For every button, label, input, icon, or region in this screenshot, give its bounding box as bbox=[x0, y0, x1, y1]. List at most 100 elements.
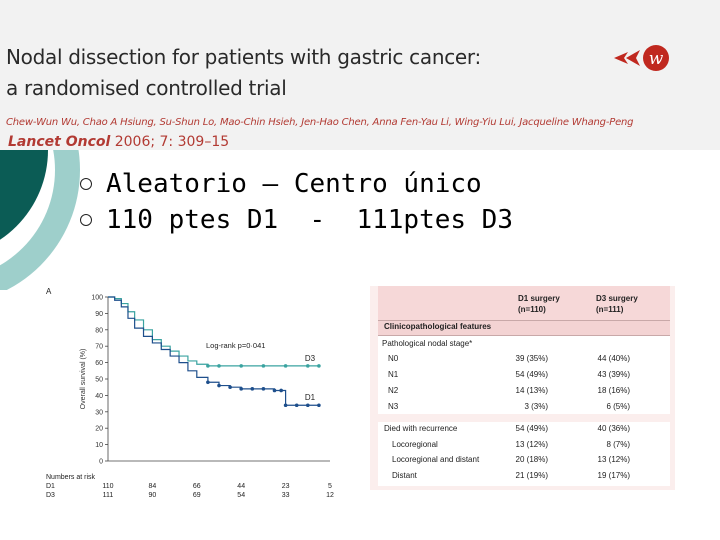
series-point-d3 bbox=[283, 364, 288, 368]
risk-value: 90 bbox=[149, 492, 157, 499]
stage-header: Pathological nodal stage* bbox=[382, 339, 473, 348]
risk-value: 69 bbox=[193, 492, 201, 499]
series-point-d3 bbox=[239, 364, 243, 368]
risk-row-label: D1 bbox=[46, 483, 55, 490]
table-recurrence-band bbox=[378, 422, 670, 486]
series-point-d1 bbox=[250, 387, 255, 391]
series-point-d1 bbox=[283, 403, 288, 408]
recurrence-row-d3: 13 (12%) bbox=[597, 455, 630, 464]
risk-value: 23 bbox=[282, 483, 290, 490]
series-point-d1 bbox=[317, 403, 321, 408]
recurrence-row-d3: 8 (7%) bbox=[606, 439, 630, 449]
lancet-logo-icon: w bbox=[614, 45, 669, 71]
series-line-d1 bbox=[108, 296, 319, 406]
series-point-d1 bbox=[217, 383, 221, 388]
risk-value: 111 bbox=[103, 492, 114, 499]
y-tick-label: 90 bbox=[95, 311, 103, 318]
series-point-d3 bbox=[317, 364, 321, 368]
paper-title: Nodal dissection for patients with gastr… bbox=[6, 42, 481, 104]
bullet-ring-icon bbox=[80, 178, 92, 190]
y-tick-label: 50 bbox=[95, 377, 103, 384]
recurrence-row-label: Died with recurrence bbox=[384, 424, 458, 433]
risk-value: 84 bbox=[149, 483, 157, 490]
risk-value: 54 bbox=[237, 492, 245, 499]
risk-value: 5 bbox=[328, 483, 332, 490]
table-section-band bbox=[378, 320, 670, 336]
series-point-d1 bbox=[279, 388, 283, 393]
stage-row-label: N1 bbox=[388, 370, 399, 379]
y-tick-label: 70 bbox=[95, 344, 103, 351]
bullet-list: Aleatorio – Centro único 110 ptes D1 - 1… bbox=[80, 166, 513, 238]
stage-row-d1: 3 (3%) bbox=[524, 402, 548, 411]
bullet-item: Aleatorio – Centro único bbox=[80, 166, 513, 202]
stage-row-label: N3 bbox=[388, 402, 399, 411]
table-section-title: Clinicopathological features bbox=[384, 322, 492, 331]
series-point-d3 bbox=[217, 364, 221, 368]
paper-authors: Chew-Wun Wu, Chao A Hsiung, Su-Shun Lo, … bbox=[6, 117, 634, 128]
risk-table-title: Numbers at risk bbox=[46, 474, 96, 481]
recurrence-row-d1: 21 (19%) bbox=[515, 470, 548, 480]
table-header-band bbox=[378, 286, 670, 320]
recurrence-row-label: Distant bbox=[392, 470, 417, 480]
citation-details: 2006; 7: 309–15 bbox=[110, 134, 230, 150]
panel-label: A bbox=[46, 287, 52, 296]
bullet-text: Aleatorio – Centro único bbox=[106, 169, 482, 199]
survival-chart: A 0 10 20 30 40 50 60 70 80 90 100 Overall survival … bbox=[46, 287, 334, 499]
series-point-d1 bbox=[272, 388, 277, 393]
stage-row-label: N0 bbox=[388, 354, 399, 363]
series-point-d3 bbox=[261, 364, 266, 368]
risk-row-label: D3 bbox=[46, 492, 55, 499]
bullet-ring-icon bbox=[80, 214, 92, 226]
svg-text:w: w bbox=[649, 49, 664, 69]
y-tick-label: 0 bbox=[99, 459, 103, 466]
recurrence-row-d1: 54 (49%) bbox=[515, 424, 548, 433]
y-tick-label: 10 bbox=[95, 442, 103, 449]
stage-row-d1: 14 (13%) bbox=[515, 386, 548, 395]
col-d3-n: (n=111) bbox=[596, 305, 624, 314]
title-line-2: a randomised controlled trial bbox=[6, 76, 287, 100]
series-line-d3 bbox=[108, 296, 319, 367]
series-point-d1 bbox=[206, 380, 210, 385]
y-axis-label: Overall survival (%) bbox=[80, 349, 87, 410]
series-point-d3 bbox=[206, 364, 210, 368]
paper-header bbox=[0, 0, 720, 150]
y-tick-label: 20 bbox=[95, 426, 103, 433]
stage-row-d3: 18 (16%) bbox=[597, 386, 630, 395]
paper-citation: Lancet Oncol 2006; 7: 309–15 bbox=[8, 134, 229, 150]
stage-row-label: N2 bbox=[388, 386, 399, 395]
series-point-d1 bbox=[294, 403, 299, 408]
log-rank-annotation: Log-rank p=0·041 bbox=[206, 341, 265, 350]
col-d3-header: D3 surgery bbox=[596, 294, 638, 303]
y-tick-label: 100 bbox=[91, 295, 103, 302]
risk-value: 44 bbox=[237, 483, 245, 490]
stage-row-d3: 6 (5%) bbox=[606, 402, 630, 411]
results-table: D1 surgery (n=110) D3 surgery (n=111) Cl… bbox=[370, 286, 675, 490]
series-point-d1 bbox=[306, 403, 310, 408]
series-point-d1 bbox=[228, 385, 232, 389]
decorative-arc-shape bbox=[0, 150, 80, 290]
series-point-d1 bbox=[239, 387, 243, 391]
col-d1-n: (n=110) bbox=[518, 305, 546, 314]
risk-value: 33 bbox=[282, 492, 290, 499]
y-tick-label: 30 bbox=[95, 409, 103, 416]
risk-value: 110 bbox=[102, 483, 113, 490]
series-label: D3 bbox=[305, 354, 316, 363]
stage-row-d1: 54 (49%) bbox=[515, 370, 548, 379]
risk-value: 66 bbox=[193, 483, 201, 490]
title-line-1: Nodal dissection for patients with gastr… bbox=[6, 45, 481, 69]
stage-row-d3: 43 (39%) bbox=[597, 370, 630, 379]
stage-row-d1: 39 (35%) bbox=[515, 354, 548, 363]
y-tick-label: 60 bbox=[95, 360, 103, 367]
recurrence-row-d1: 13 (12%) bbox=[515, 439, 548, 449]
bullet-item: 110 ptes D1 - 111ptes D3 bbox=[80, 202, 513, 238]
risk-value: 12 bbox=[326, 492, 334, 499]
series-label: D1 bbox=[305, 393, 316, 402]
y-tick-label: 40 bbox=[95, 393, 103, 400]
recurrence-row-d3: 40 (36%) bbox=[597, 424, 630, 433]
stage-row-d3: 44 (40%) bbox=[597, 354, 630, 363]
recurrence-row-label: Locoregional bbox=[392, 439, 438, 449]
series-point-d3 bbox=[306, 364, 310, 368]
series-point-d1 bbox=[261, 387, 266, 391]
journal-name: Lancet Oncol bbox=[8, 134, 111, 150]
y-tick-label: 80 bbox=[95, 327, 103, 334]
